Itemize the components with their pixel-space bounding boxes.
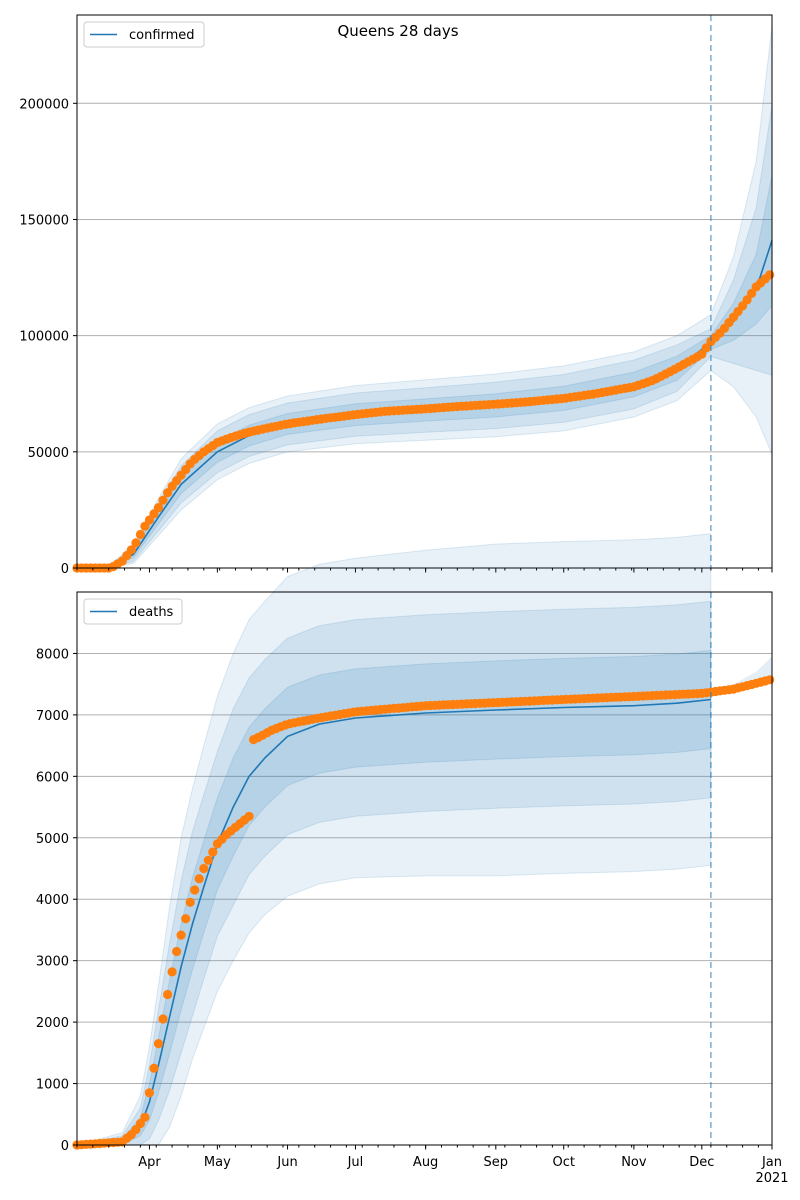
deaths-observed-point — [244, 811, 254, 821]
xtick-label: Oct — [552, 1155, 574, 1170]
deaths-axes-frame — [76, 591, 773, 1146]
deaths-observed-point — [199, 863, 209, 874]
deaths-ytick-label: 8000 — [36, 647, 69, 662]
deaths-ytick-label: 0 — [61, 1139, 69, 1154]
confirmed-ytick-label: 0 — [61, 562, 69, 577]
confirmed-observed-point — [163, 488, 173, 498]
confirmed-observed-point — [135, 529, 145, 540]
deaths-ytick-label: 6000 — [36, 770, 69, 785]
xtick-label: Apr — [138, 1155, 161, 1170]
xtick-label: Dec — [689, 1155, 714, 1170]
deaths-observed-point — [203, 855, 213, 865]
confirmed-ytick-label: 150000 — [19, 213, 69, 228]
deaths-legend: deaths — [83, 598, 183, 625]
confirmed-observed-point — [131, 538, 141, 548]
deaths-observed-point — [144, 1088, 154, 1098]
deaths-ytick-label: 5000 — [36, 832, 69, 847]
deaths-ytick-label: 7000 — [36, 709, 69, 724]
deaths-observed-point — [172, 946, 182, 957]
xtick-label: Jul — [347, 1155, 364, 1170]
deaths-legend-label: deaths — [129, 605, 174, 620]
confirmed-axes-frame — [76, 14, 773, 569]
deaths-observed-point — [158, 1014, 168, 1024]
chart-title: Queens 28 days — [337, 22, 458, 40]
confirmed-observed-point — [697, 349, 707, 359]
confirmed-band-mid — [76, 105, 773, 569]
deaths-observed-point — [181, 914, 191, 924]
confirmed-ytick-label: 50000 — [28, 446, 69, 461]
confirmed-observed-point — [158, 495, 168, 505]
xtick-label: Jan — [761, 1155, 782, 1170]
deaths-observed-points — [72, 675, 775, 1150]
deaths-observed-point — [194, 874, 204, 884]
deaths-ytick-label: 1000 — [36, 1078, 69, 1093]
confirmed-observed-point — [765, 270, 775, 280]
deaths-model-line — [76, 698, 711, 1146]
confirmed-observed-point — [742, 295, 752, 305]
deaths-ytick-label: 3000 — [36, 955, 69, 970]
xtick-label: Sep — [484, 1155, 509, 1170]
confirmed-legend: confirmed — [83, 21, 205, 48]
xtick-sublabel: 2021 — [755, 1171, 788, 1186]
deaths-panel: 0 1000 2000 3000 4000 5000 6000 7000 8000 Apr May J… — [36, 533, 789, 1186]
deaths-observed-point — [163, 989, 173, 1000]
deaths-observed-point — [185, 897, 195, 907]
confirmed-ytick-label: 100000 — [19, 330, 69, 345]
deaths-observed-point — [765, 675, 775, 685]
confirmed-legend-label: confirmed — [129, 28, 195, 43]
xtick-label: Aug — [413, 1155, 438, 1170]
confirmed-ytick-label: 200000 — [19, 97, 69, 112]
deaths-legend-box — [83, 598, 183, 625]
deaths-observed-point — [140, 1112, 150, 1122]
deaths-observed-point — [208, 847, 218, 857]
confirmed-panel: 0 50000 100000 150000 200000 confirmed — [19, 14, 775, 577]
confirmed-observed-point — [126, 545, 136, 555]
deaths-observed-point — [167, 967, 177, 977]
confirmed-observed-point — [153, 503, 164, 513]
xtick-label: Nov — [621, 1155, 647, 1170]
confirmed-observed-points — [72, 270, 775, 573]
deaths-observed-point — [153, 1039, 164, 1049]
deaths-observed-point — [190, 885, 200, 895]
deaths-observed-point — [149, 1063, 159, 1073]
confirmed-legend-box — [83, 21, 205, 48]
xtick-label: Jun — [276, 1155, 297, 1170]
deaths-observed-point — [176, 930, 186, 940]
confirmed-observed-point — [701, 343, 711, 353]
deaths-ytick-label: 4000 — [36, 893, 69, 908]
deaths-ytick-label: 2000 — [36, 1016, 69, 1031]
xtick-label: May — [204, 1155, 231, 1170]
confirmed-observed-point — [747, 288, 757, 298]
